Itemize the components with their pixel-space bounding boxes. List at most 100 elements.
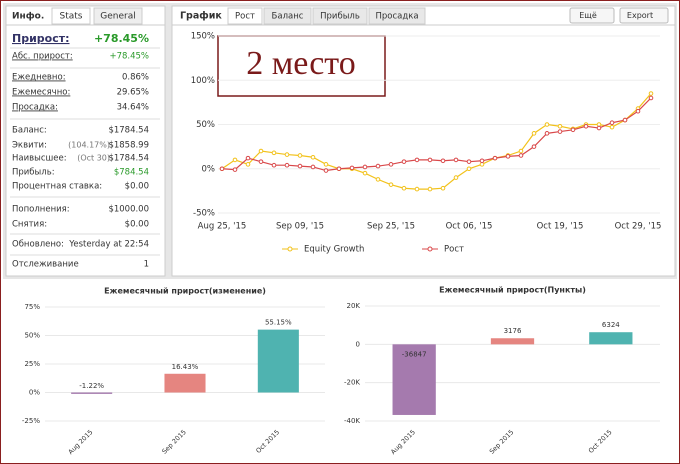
panel-title: График <box>180 11 222 22</box>
tab-label[interactable]: Рост <box>235 12 255 22</box>
row-value: $0.00 <box>125 220 149 230</box>
point <box>297 163 303 169</box>
y-tick-label: -20K <box>344 379 360 387</box>
row-value: $1784.54 <box>108 126 149 136</box>
chart-title: Ежемесячный прирост(Пункты) <box>439 286 586 295</box>
line-series <box>221 93 652 190</box>
y-tick-label: 50% <box>196 120 215 130</box>
button-label[interactable]: Export <box>627 11 653 20</box>
line-series <box>221 97 652 172</box>
tab[interactable] <box>263 7 312 25</box>
row-value: +78.45% <box>109 52 149 62</box>
button[interactable] <box>619 7 669 24</box>
row-value: 34.64% <box>117 103 149 113</box>
bar[interactable] <box>589 332 633 345</box>
overlay-box <box>217 35 386 97</box>
point <box>323 162 329 167</box>
point <box>609 120 615 126</box>
point <box>466 159 472 164</box>
bar[interactable] <box>490 338 535 345</box>
row-label: Прирост: <box>12 32 70 45</box>
tab[interactable] <box>51 7 91 25</box>
point <box>609 124 615 130</box>
tab-label: Инфо. <box>12 12 44 22</box>
tab[interactable] <box>227 7 263 25</box>
row-label: Отслеживание <box>12 260 79 270</box>
tab[interactable] <box>93 7 143 25</box>
tab-label[interactable]: Просадка <box>375 12 418 22</box>
point <box>544 131 550 136</box>
point <box>310 154 316 160</box>
point <box>505 154 511 159</box>
bar[interactable] <box>164 373 206 393</box>
tab-label[interactable]: General <box>100 12 135 22</box>
point <box>479 158 485 164</box>
legend-label[interactable]: Equity Growth <box>304 245 364 255</box>
y-tick-label: -25% <box>22 417 40 425</box>
x-tick-label: Oct 06, '15 <box>446 222 493 232</box>
x-tick-label: Oct 19, '15 <box>537 222 584 232</box>
row-value: $1784.54 <box>108 154 149 164</box>
point <box>583 123 589 129</box>
point <box>635 108 641 114</box>
row-note: (104.17%) <box>68 141 110 150</box>
y-tick-label: 100% <box>191 76 215 86</box>
row-value: 1 <box>144 260 149 270</box>
tab-label[interactable]: Прибыль <box>320 12 360 22</box>
point <box>492 155 498 161</box>
row-label: Ежедневно: <box>12 73 66 83</box>
point <box>453 175 459 180</box>
tab-label[interactable]: Баланс <box>272 12 304 22</box>
point <box>414 186 420 192</box>
point <box>544 122 550 127</box>
row-label: Процентная ставка: <box>12 182 102 192</box>
point <box>427 157 433 163</box>
row-value: +78.45% <box>94 32 149 45</box>
point <box>349 165 355 171</box>
point <box>518 153 524 158</box>
row-value: 29.65% <box>117 88 149 98</box>
row-value: $0.00 <box>125 182 149 192</box>
point <box>310 164 316 170</box>
row-label: Прибыль: <box>12 168 55 178</box>
point <box>648 95 654 101</box>
y-tick-label: 0% <box>202 164 216 174</box>
y-tick-label: 75% <box>24 303 40 311</box>
overlay-label: 2 место <box>246 45 355 82</box>
tab[interactable] <box>368 7 426 25</box>
row-label: Баланс: <box>12 126 47 136</box>
point <box>258 148 264 154</box>
x-tick-label: Oct 29, '15 <box>615 222 662 232</box>
legend-marker <box>427 246 433 252</box>
tab[interactable] <box>312 7 368 25</box>
y-tick-label: -50% <box>193 209 215 219</box>
point <box>388 182 394 187</box>
row-value: Yesterday at 22:54 <box>68 240 149 250</box>
x-tick-label: Sep 25, '15 <box>367 222 415 232</box>
legend-label[interactable]: Рост <box>444 245 464 255</box>
point <box>271 150 277 156</box>
point <box>219 166 225 172</box>
point <box>557 129 563 134</box>
point <box>245 155 251 161</box>
button-label[interactable]: Ещё <box>579 11 597 20</box>
point <box>531 131 537 136</box>
row-note: (Oct 30) <box>77 154 110 163</box>
row-label: Абс. прирост: <box>12 52 73 62</box>
button[interactable] <box>569 7 615 24</box>
value-label: 3176 <box>504 327 522 335</box>
point <box>466 166 472 172</box>
row-value: $1858.99 <box>108 141 149 151</box>
point <box>401 159 407 164</box>
point <box>336 166 342 172</box>
row-label: Эквити: <box>12 141 47 151</box>
bar[interactable] <box>257 329 299 393</box>
point <box>388 162 394 167</box>
tab-label[interactable]: Stats <box>60 12 83 22</box>
point <box>414 157 420 163</box>
y-tick-label: 20K <box>347 302 361 310</box>
value-label: 6324 <box>602 321 620 329</box>
bar[interactable] <box>71 392 113 394</box>
bar[interactable] <box>392 344 436 415</box>
